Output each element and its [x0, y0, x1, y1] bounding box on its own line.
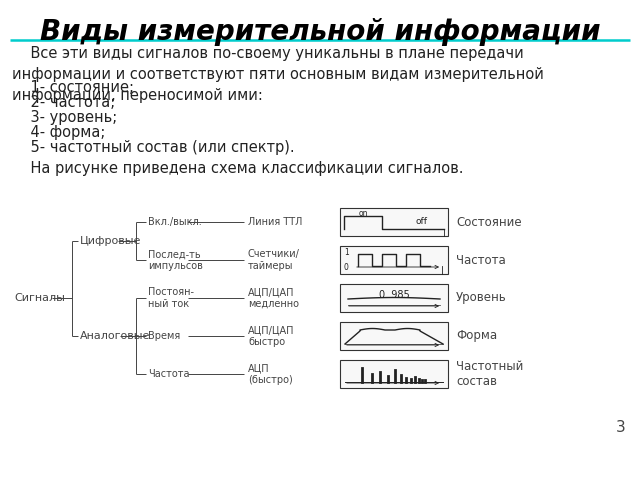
Text: 2- частота;: 2- частота; [12, 95, 115, 110]
Text: АЦП
(быстро): АЦП (быстро) [248, 363, 292, 385]
Text: 3: 3 [616, 420, 626, 435]
Text: Уровень: Уровень [456, 291, 507, 304]
Text: На рисунке приведена схема классификации сигналов.: На рисунке приведена схема классификации… [12, 161, 463, 176]
Text: Линия ТТЛ: Линия ТТЛ [248, 217, 302, 227]
Text: off: off [415, 216, 427, 226]
Text: АЦП/ЦАП
быстро: АЦП/ЦАП быстро [248, 325, 294, 347]
Bar [340, 360, 448, 388]
Text: Вкл./выкл.: Вкл./выкл. [148, 217, 202, 227]
Text: 1: 1 [344, 248, 349, 257]
Text: Послед-ть
импульсов: Послед-ть импульсов [148, 249, 203, 271]
Text: АЦП/ЦАП
медленно: АЦП/ЦАП медленно [248, 287, 299, 309]
Text: Аналоговые: Аналоговые [80, 331, 150, 341]
Text: 0: 0 [344, 263, 349, 272]
Text: Цифровые: Цифровые [80, 236, 141, 246]
Text: 4- форма;: 4- форма; [12, 125, 106, 140]
Text: Форма: Форма [456, 329, 497, 343]
Text: Сигналы: Сигналы [14, 293, 65, 303]
Text: Виды измерительной информации: Виды измерительной информации [40, 18, 600, 46]
Text: 1- состояние;: 1- состояние; [12, 80, 134, 95]
Bar [340, 284, 448, 312]
Text: Частотный
состав: Частотный состав [456, 360, 524, 388]
Text: 5- частотный состав (или спектр).: 5- частотный состав (или спектр). [12, 140, 294, 155]
Text: Время: Время [148, 331, 180, 341]
Bar [340, 246, 448, 274]
Bar [340, 322, 448, 350]
Text: on: on [358, 209, 368, 218]
Text: Все эти виды сигналов по-своему уникальны в плане передачи
информации и соответс: Все эти виды сигналов по-своему уникальн… [12, 46, 544, 103]
Text: 0. 985: 0. 985 [379, 290, 410, 300]
Text: 3- уровень;: 3- уровень; [12, 110, 117, 125]
Text: Счетчики/
таймеры: Счетчики/ таймеры [248, 249, 300, 271]
Text: Частота: Частота [148, 369, 189, 379]
Text: Постоян-
ный ток: Постоян- ный ток [148, 287, 194, 309]
Text: Частота: Частота [456, 253, 506, 266]
Text: Состояние: Состояние [456, 216, 522, 228]
Bar [340, 208, 448, 236]
